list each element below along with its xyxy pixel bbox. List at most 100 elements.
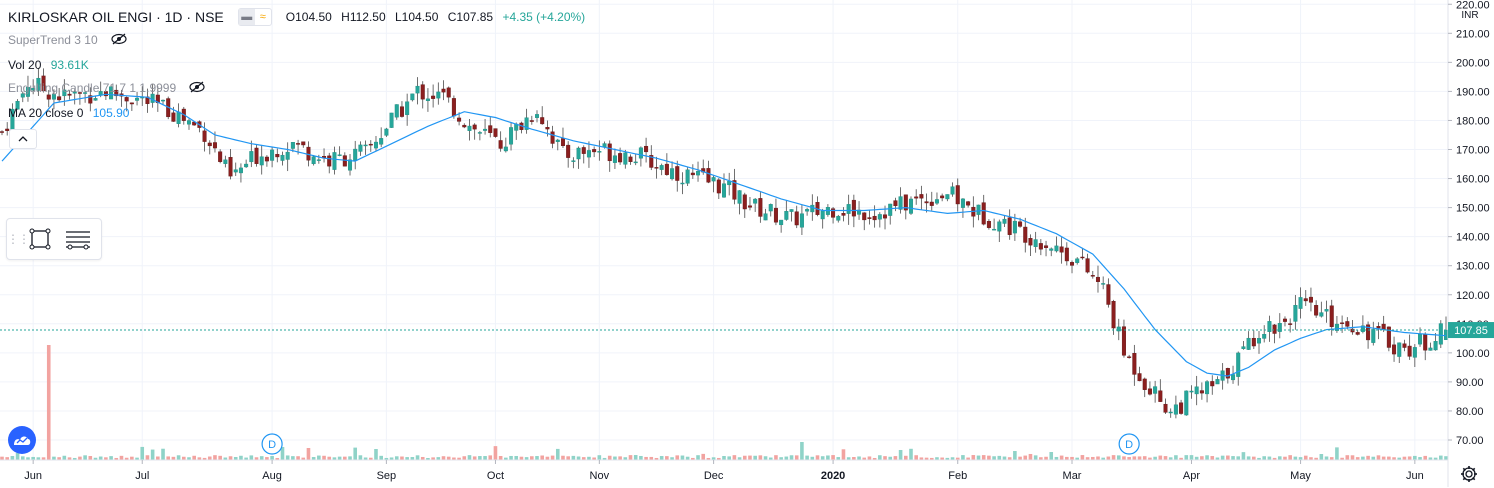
study-engulfing[interactable]: Engulfing Candle 71.7 1 1.9999 (8, 81, 206, 96)
volume-bar (893, 456, 898, 460)
candle-body (1428, 347, 1433, 351)
volume-bar (270, 456, 274, 460)
volume-bar (1158, 455, 1163, 460)
volume-bar (213, 455, 217, 460)
eye-crossed-icon[interactable] (111, 33, 127, 48)
volume-bar (1028, 453, 1033, 460)
volume-bar (1366, 455, 1370, 460)
candle-body (405, 101, 410, 115)
study-ma20[interactable]: MA 20 close 0 105.90 (8, 106, 129, 120)
candle-body (581, 147, 586, 154)
candle-body (259, 156, 264, 166)
volume-bar (571, 455, 576, 460)
study-volume[interactable]: Vol 20 93.61K (8, 58, 89, 72)
candle-body (1298, 297, 1303, 309)
volume-bar (1200, 456, 1204, 460)
candle-body (1236, 352, 1241, 377)
rectangle-tool-button[interactable] (21, 221, 59, 257)
price-tick-label: 150.00 (1456, 203, 1490, 215)
candle-body (238, 167, 243, 174)
eye-crossed-icon[interactable] (189, 81, 206, 96)
candle-body (451, 98, 456, 117)
volume-bar (5, 457, 9, 460)
candle-body (753, 198, 758, 204)
candle-body (1147, 388, 1152, 395)
volume-bar (607, 455, 612, 460)
candle-body (327, 155, 332, 167)
candle-body (586, 150, 591, 158)
candle-body (161, 99, 166, 102)
candle-body (1132, 352, 1137, 375)
ohlc-values: O104.50 H112.50 L104.50 C107.85 +4.35 (+… (286, 10, 585, 24)
volume-bar (1444, 456, 1448, 460)
volume-bar (1226, 455, 1230, 460)
symbol-title[interactable]: KIRLOSKAR OIL ENGI · 1D · NSE (8, 9, 224, 25)
candle-body (176, 111, 181, 124)
volume-bar (10, 455, 15, 460)
candle-body (399, 106, 404, 117)
volume-bar (1054, 456, 1059, 460)
volume-bar (1013, 451, 1017, 460)
volume-bar (742, 455, 747, 460)
volume-bar (353, 447, 358, 460)
volume-bar (644, 456, 648, 460)
volume-bar (202, 457, 207, 460)
candle-body (1163, 403, 1168, 413)
drag-handle-icon[interactable]: ⋮⋮ (7, 232, 30, 246)
candle-body (1199, 390, 1204, 394)
candle-body (1418, 333, 1423, 345)
candle-body (1033, 239, 1038, 247)
candle-body (31, 88, 36, 91)
candle-body (1012, 220, 1017, 234)
candle-body (1231, 374, 1236, 381)
volume-bar (306, 448, 311, 460)
volume-bar (1080, 455, 1085, 460)
volume-bar (1324, 456, 1329, 460)
candle-body (1246, 337, 1251, 350)
ma20-line (1, 93, 1447, 377)
dividend-marker-label: D (268, 439, 276, 451)
candle-body (1423, 334, 1428, 351)
candle-body (1340, 322, 1345, 324)
candle-body (1085, 258, 1090, 273)
candle-body (1018, 221, 1023, 227)
candle-body (919, 194, 924, 199)
settings-gear-icon[interactable] (1460, 465, 1478, 488)
volume-bar (1132, 456, 1137, 460)
volume-bar (322, 455, 326, 460)
volume-bar (935, 457, 939, 460)
candle-body (659, 165, 664, 170)
volume-bar (1392, 457, 1396, 460)
candle-body (898, 196, 903, 210)
candle-body (1116, 326, 1121, 332)
candle-body (836, 216, 841, 221)
volume-bar (1355, 457, 1360, 460)
volume-bar (1257, 457, 1261, 460)
candle-body (1168, 411, 1173, 414)
candle-body (493, 128, 498, 137)
candle-body (1075, 258, 1080, 263)
candle-body (83, 92, 88, 94)
wave-icon[interactable]: ≈ (259, 11, 266, 23)
study-supertrend[interactable]: SuperTrend 3 10 (8, 33, 127, 48)
collapse-legend-button[interactable] (9, 129, 37, 149)
close-label: C (447, 10, 457, 24)
low-label: L (394, 10, 402, 24)
volume-bar (940, 457, 944, 460)
tradingview-logo-icon[interactable] (8, 426, 36, 454)
candle-body (820, 210, 825, 220)
bar-style-icon[interactable]: ▬ (238, 9, 255, 25)
volume-bar (883, 456, 887, 460)
volume-bar (1387, 456, 1391, 460)
volume-bar (57, 457, 61, 460)
candle-body (903, 194, 908, 211)
candle-body (1121, 326, 1126, 356)
candle-body (877, 214, 882, 220)
drawing-toolbar: ⋮⋮ (6, 218, 102, 260)
settings-lines-button[interactable] (59, 221, 97, 257)
volume-bar (337, 456, 342, 460)
chart-style-toggle[interactable]: ▬ ≈ (237, 8, 272, 26)
volume-bar (233, 456, 238, 460)
volume-bar (218, 455, 222, 460)
